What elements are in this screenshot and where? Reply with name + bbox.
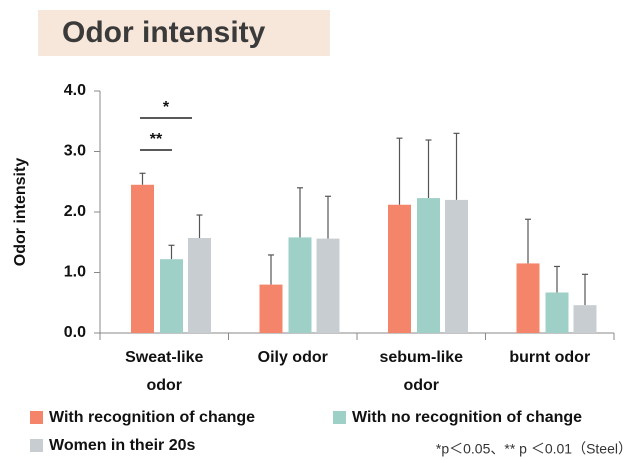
bar bbox=[388, 204, 411, 333]
sig-label: ** bbox=[150, 131, 163, 148]
x-tick-label: Sweat-like odor bbox=[125, 349, 204, 394]
note: *p＜0.05、** p ＜0.01（Steel） bbox=[436, 441, 632, 457]
bar bbox=[516, 263, 540, 333]
bar bbox=[288, 237, 312, 333]
y-tick-label: 4.0 bbox=[64, 82, 86, 99]
x-tick-label: Oily odor bbox=[257, 349, 328, 366]
legend-swatch bbox=[30, 439, 43, 452]
y-axis-label: Odor intensity bbox=[12, 158, 29, 267]
title-box bbox=[38, 10, 330, 56]
x-tick-label: burnt odor bbox=[509, 349, 591, 366]
bar bbox=[417, 198, 440, 333]
bar bbox=[545, 292, 569, 333]
bar bbox=[188, 238, 211, 333]
bar bbox=[316, 238, 340, 333]
legend-label: With no recognition of change bbox=[352, 409, 582, 426]
chart-title: Odor intensity bbox=[62, 16, 266, 49]
y-tick-label: 3.0 bbox=[64, 143, 86, 160]
legend-label: Women in their 20s bbox=[49, 437, 196, 454]
bar bbox=[259, 284, 283, 333]
x-tick-label: sebum-like odor bbox=[379, 349, 464, 394]
bar bbox=[445, 199, 468, 333]
bar bbox=[573, 305, 597, 333]
bar bbox=[160, 259, 183, 333]
y-tick-label: 0.0 bbox=[64, 324, 86, 341]
y-tick-label: 1.0 bbox=[64, 264, 86, 281]
legend-swatch bbox=[30, 411, 43, 424]
sig-label: * bbox=[163, 99, 170, 116]
legend-label: With recognition of change bbox=[49, 409, 255, 426]
y-tick-label: 2.0 bbox=[64, 203, 86, 220]
bar bbox=[131, 184, 154, 333]
legend-swatch bbox=[333, 411, 346, 424]
